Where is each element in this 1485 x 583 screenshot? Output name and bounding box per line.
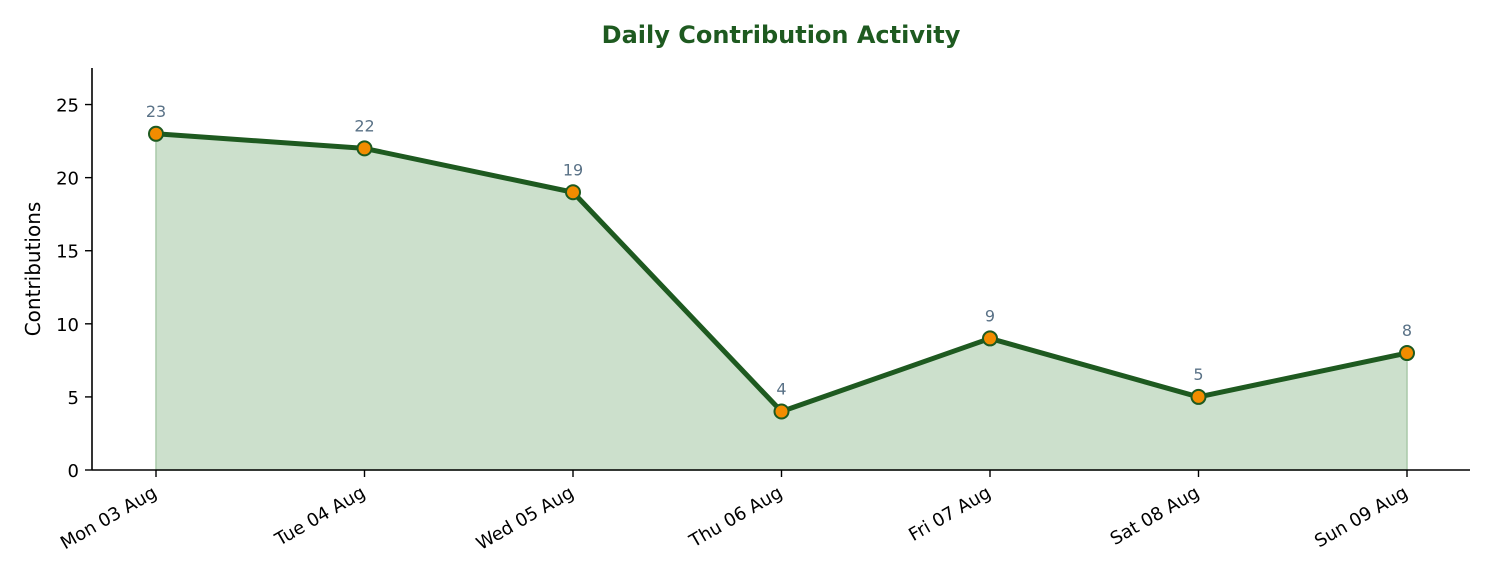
y-tick-label: 25 [56, 96, 79, 117]
data-point [148, 125, 164, 142]
y-tick-label: 15 [56, 242, 79, 263]
area-fill [155, 132, 1408, 471]
plot-area: 0 5 10 15 20 25 Mon 03 Aug Tue 04 Aug Wed 05 Aug… [56, 68, 1470, 555]
x-tick-label: Fri 07 Aug [905, 482, 994, 546]
data-label: 23 [146, 102, 166, 121]
x-tick-label: Sat 08 Aug [1107, 482, 1203, 550]
x-tick-label: Mon 03 Aug [57, 482, 161, 554]
x-tick-label: Tue 04 Aug [271, 482, 369, 551]
y-axis-label: Contributions [21, 202, 45, 337]
data-point [1399, 345, 1415, 362]
x-tick-label: Sun 09 Aug [1311, 482, 1411, 552]
data-label: 4 [776, 380, 786, 399]
data-label: 22 [354, 116, 374, 135]
y-tick-label: 10 [56, 315, 79, 336]
data-point [773, 403, 790, 420]
data-label: 5 [1193, 365, 1203, 384]
chart-title: Daily Contribution Activity [602, 21, 961, 49]
data-label: 8 [1402, 321, 1412, 340]
x-tick-label: Wed 05 Aug [473, 482, 578, 555]
y-tick-label: 20 [56, 169, 79, 190]
data-point [982, 330, 998, 347]
data-label: 19 [563, 160, 583, 179]
data-point [1190, 388, 1207, 405]
data-label: 9 [985, 306, 995, 325]
data-point [565, 184, 581, 201]
x-tick-label: Thu 06 Aug [685, 482, 786, 552]
data-point [356, 140, 373, 157]
y-tick-label: 0 [68, 461, 79, 482]
y-tick-label: 5 [68, 388, 79, 409]
